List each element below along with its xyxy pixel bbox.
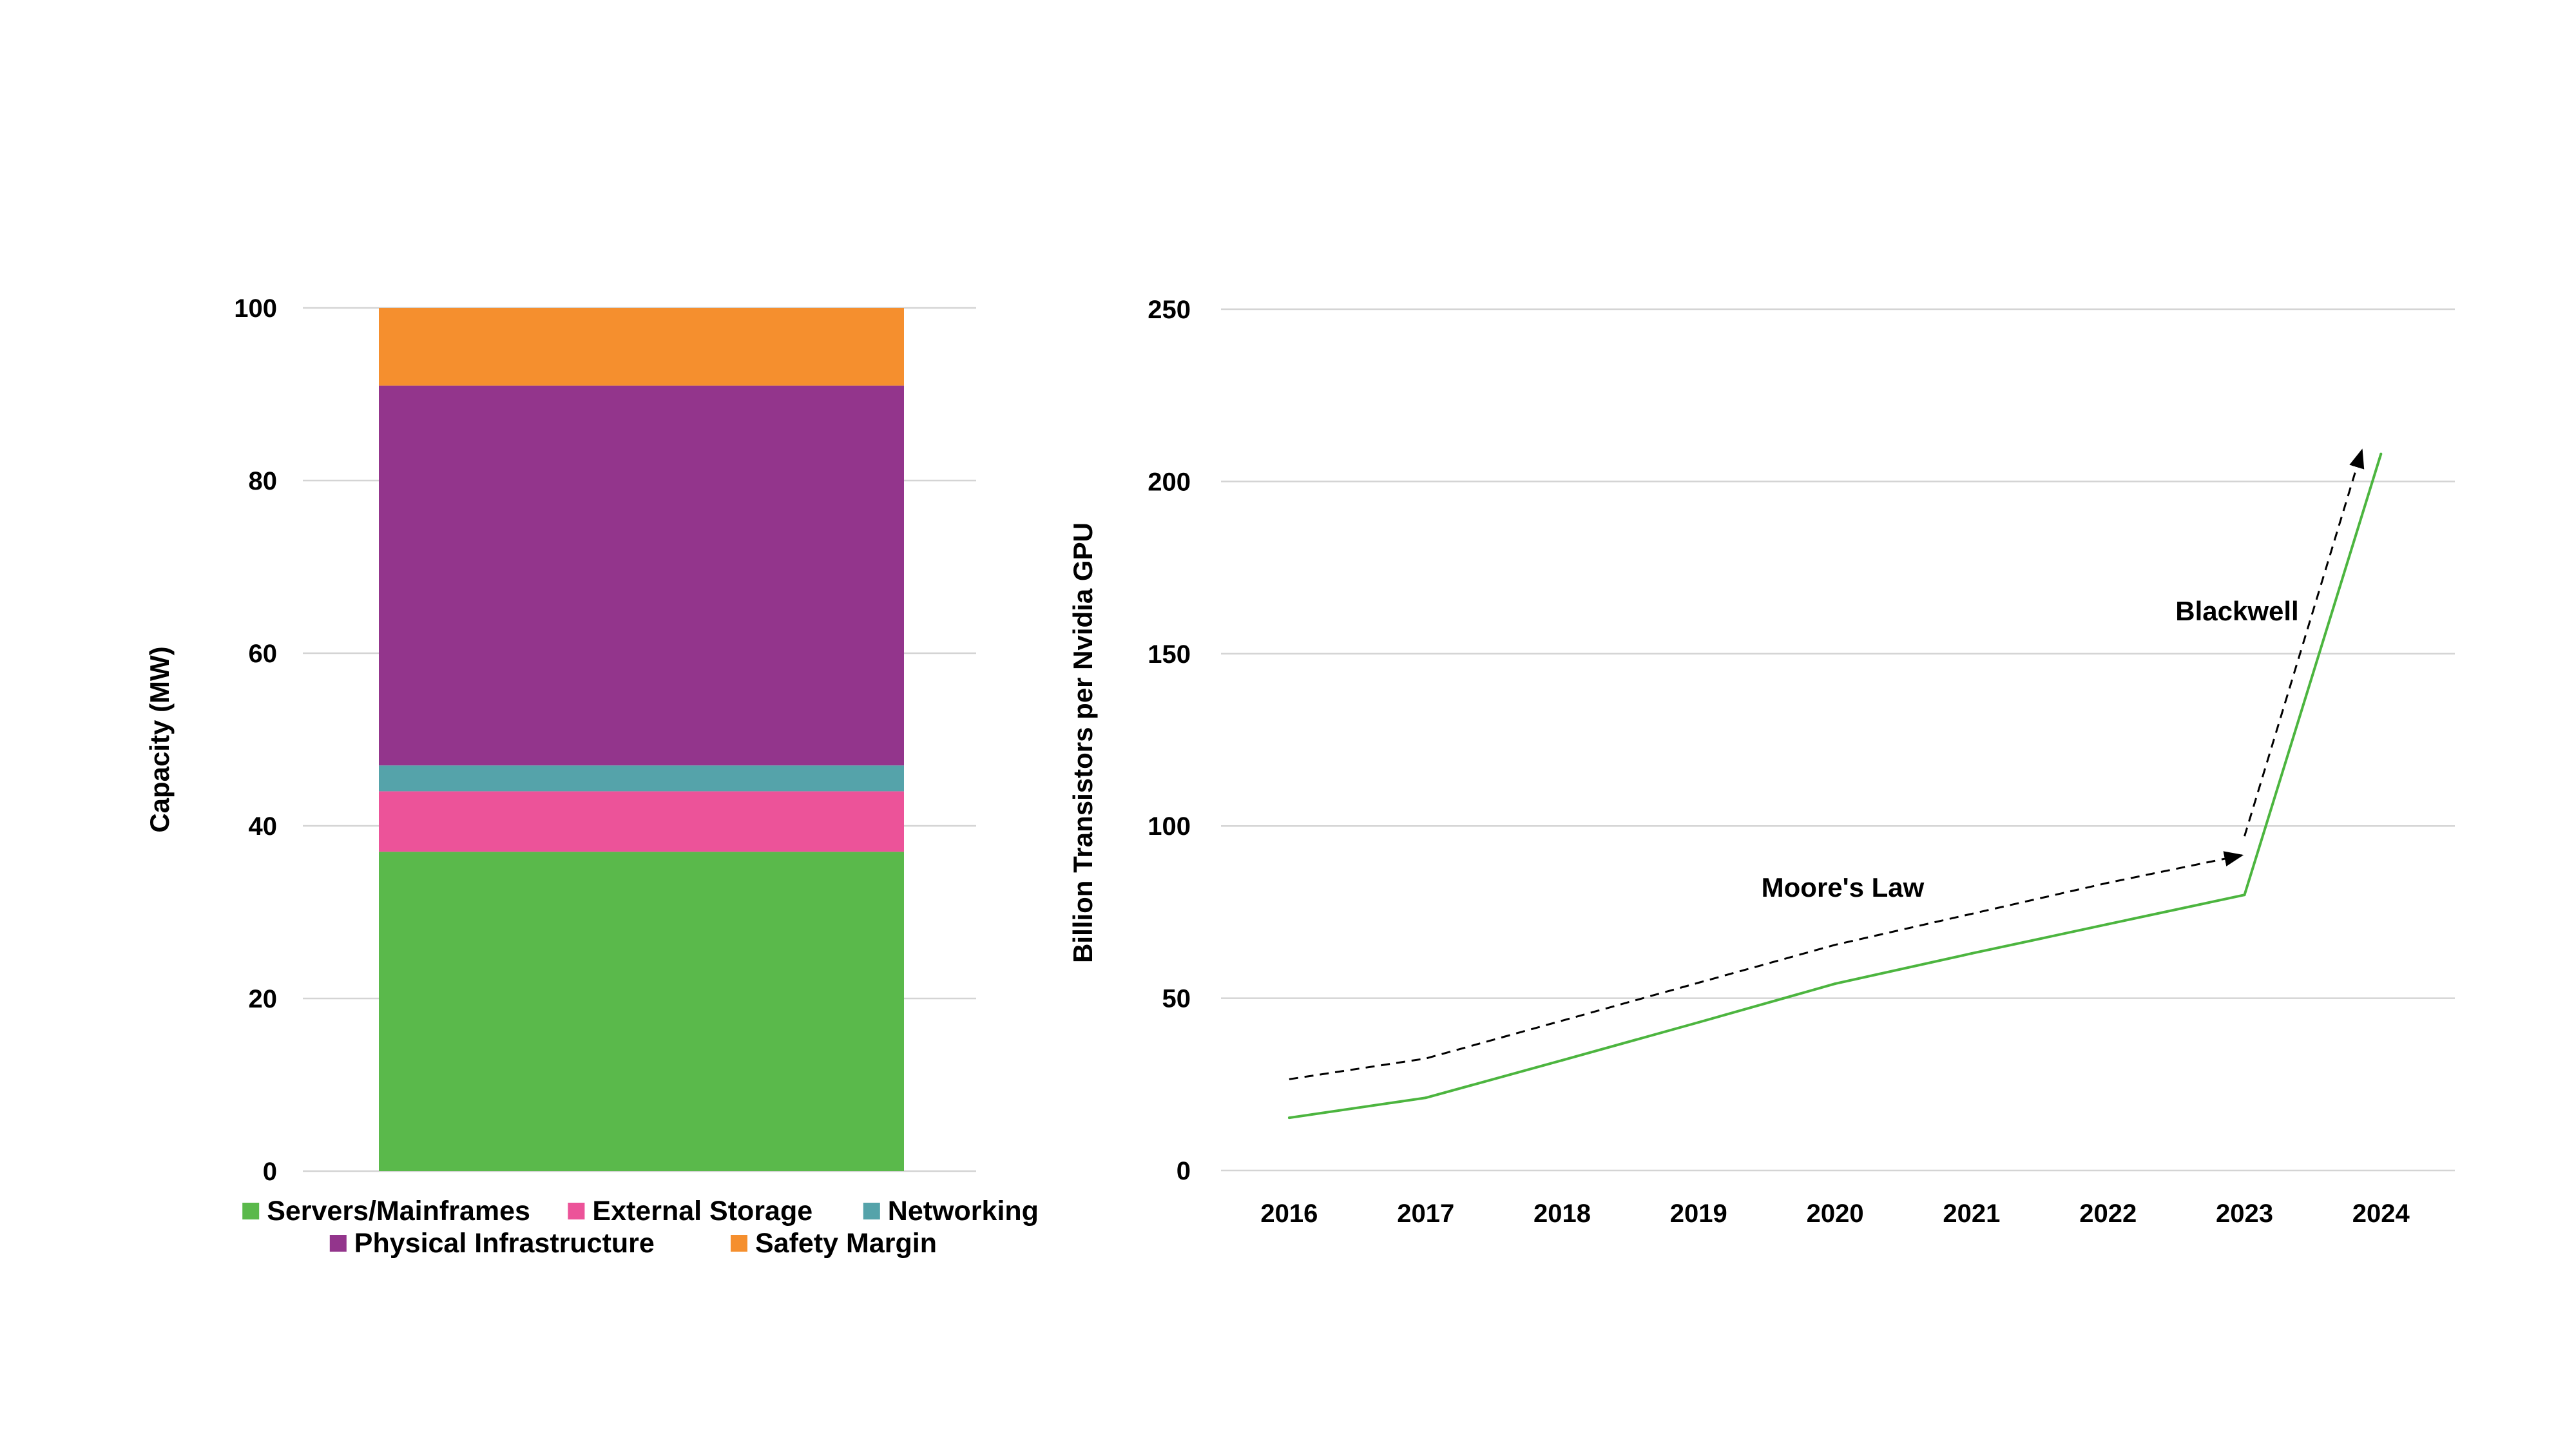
legend-label: Safety Margin bbox=[755, 1228, 937, 1259]
right-x-tick-label: 2023 bbox=[2216, 1199, 2273, 1228]
right-y-tick-labels: 0 50 100 150 200 250 bbox=[1148, 296, 1191, 1185]
left-y-axis-title: Capacity (MW) bbox=[144, 646, 175, 832]
legend-label: External Storage bbox=[592, 1196, 812, 1227]
trend-annotation: Moore's Law bbox=[1762, 872, 1925, 903]
series-point bbox=[1970, 952, 1973, 955]
right-x-tick-label: 2017 bbox=[1397, 1199, 1454, 1228]
right-y-tick-label: 50 bbox=[1162, 985, 1191, 1013]
series-point bbox=[2243, 893, 2246, 897]
legend-swatch bbox=[863, 1203, 880, 1219]
trend-arrows bbox=[1289, 448, 2365, 1080]
legend-swatch bbox=[568, 1203, 585, 1219]
right-x-tick-label: 2020 bbox=[1807, 1199, 1864, 1228]
series-point bbox=[2106, 922, 2110, 926]
trend-arrow bbox=[2244, 448, 2365, 837]
legend-label: Physical Infrastructure bbox=[354, 1228, 655, 1259]
left-y-tick-label: 80 bbox=[249, 467, 278, 495]
right-y-axis-title: Billion Transistors per Nvidia GPU bbox=[1068, 522, 1098, 963]
left-y-tick-labels: 0 20 40 60 80 100 bbox=[234, 294, 277, 1186]
right-x-tick-label: 2021 bbox=[1943, 1199, 2000, 1228]
left-y-tick-label: 40 bbox=[249, 812, 278, 841]
right-y-tick-label: 100 bbox=[1148, 812, 1191, 841]
right-y-tick-label: 200 bbox=[1148, 468, 1191, 496]
series-point bbox=[1697, 1021, 1700, 1024]
series-point bbox=[1561, 1058, 1564, 1062]
series-point bbox=[1287, 1116, 1291, 1120]
legend-label: Servers/Mainframes bbox=[267, 1196, 530, 1227]
left-y-tick-label: 100 bbox=[234, 294, 277, 323]
bar-segment bbox=[379, 791, 904, 852]
right-gridlines bbox=[1221, 308, 2455, 1172]
legend-swatch bbox=[242, 1203, 260, 1219]
right-x-tick-label: 2022 bbox=[2079, 1199, 2137, 1228]
trend-annotation: Blackwell bbox=[2175, 596, 2298, 626]
series-line bbox=[1289, 454, 2383, 1120]
legend-label: Networking bbox=[888, 1196, 1039, 1227]
right-x-tick-label: 2024 bbox=[2352, 1199, 2410, 1228]
line-series bbox=[1287, 452, 2383, 1120]
right-x-tick-label: 2016 bbox=[1260, 1199, 1318, 1228]
legend-swatch bbox=[329, 1235, 347, 1252]
right-x-tick-labels: 2016 2017 2018 2019 2020 2021 2022 2023 2024 bbox=[1260, 1199, 2410, 1228]
right-y-tick-label: 250 bbox=[1148, 296, 1191, 324]
transistor-line-chart: 0 50 100 150 200 250 2016 2017 2018 2019 2020 2021… bbox=[1068, 296, 2455, 1228]
right-x-tick-label: 2019 bbox=[1670, 1199, 1727, 1228]
left-y-tick-label: 20 bbox=[249, 985, 278, 1013]
stacked-bars bbox=[379, 308, 904, 1171]
bar-segment bbox=[379, 308, 904, 386]
legend-swatch bbox=[731, 1235, 747, 1252]
bar-segment bbox=[379, 852, 904, 1171]
bar-segment bbox=[379, 765, 904, 792]
left-y-tick-label: 60 bbox=[249, 640, 278, 668]
left-legend: Servers/Mainframes External Storage Networ… bbox=[242, 1196, 1039, 1259]
series-point bbox=[1424, 1096, 1427, 1100]
series-point bbox=[1834, 982, 1837, 986]
stacked-bar-chart: 0 20 40 60 80 100 Capacity (MW) Servers/Mainf… bbox=[144, 294, 1039, 1259]
right-x-tick-label: 2018 bbox=[1533, 1199, 1591, 1228]
trend-annotations: Moore's Law Blackwell bbox=[1762, 596, 2299, 903]
right-y-tick-label: 0 bbox=[1177, 1157, 1191, 1185]
trend-arrow bbox=[1289, 851, 2244, 1080]
right-y-tick-label: 150 bbox=[1148, 640, 1191, 669]
bar-segment bbox=[379, 385, 904, 766]
series-point bbox=[2379, 452, 2383, 455]
left-y-tick-label: 0 bbox=[263, 1158, 277, 1186]
